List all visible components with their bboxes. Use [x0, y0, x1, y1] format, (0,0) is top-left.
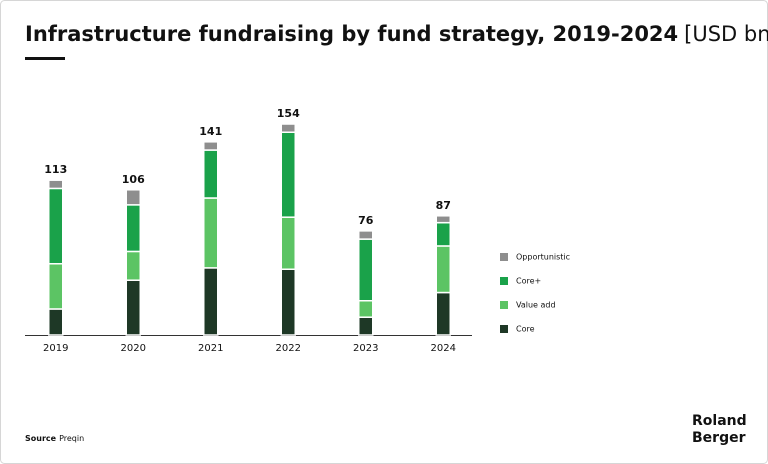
total-label: 141: [199, 125, 222, 138]
source-name: Preqin: [59, 434, 84, 443]
x-tick-label: 2021: [198, 343, 223, 354]
bar-segment: [358, 300, 374, 318]
bar-segment: [125, 204, 141, 253]
x-tick-label: 2019: [43, 343, 68, 354]
total-label: 87: [436, 199, 451, 212]
bar-segment: [125, 189, 141, 206]
bar-segment: [435, 215, 451, 224]
source: Source Preqin: [25, 434, 84, 443]
bar-segment: [48, 263, 64, 310]
legend-label: Opportunistic: [516, 253, 570, 262]
total-label: 154: [277, 107, 300, 120]
bar-segment: [435, 291, 451, 336]
bar-segment: [358, 230, 374, 240]
bar-segment: [125, 250, 141, 281]
total-label: 113: [44, 163, 67, 176]
bar-segment: [203, 141, 219, 151]
bar-segment: [48, 308, 64, 336]
bar-segment: [280, 131, 296, 218]
logo-line: Roland: [692, 413, 747, 429]
bar-segment: [435, 245, 451, 294]
x-tick-label: 2020: [121, 343, 146, 354]
total-label: 106: [122, 173, 145, 186]
bar-segment: [358, 238, 374, 302]
legend-swatch: [500, 301, 508, 309]
bar-segment: [48, 179, 64, 190]
legend-label: Value add: [516, 301, 556, 310]
legend-swatch: [500, 277, 508, 285]
x-tick-label: 2024: [431, 343, 456, 354]
x-tick-label: 2022: [276, 343, 301, 354]
title-main: Infrastructure fundraising by fund strat…: [25, 22, 678, 46]
legend-label: Core: [516, 325, 535, 334]
chart-title: Infrastructure fundraising by fund strat…: [25, 22, 768, 46]
title-underline: [25, 57, 65, 60]
bar-segment: [280, 268, 296, 336]
legend-swatch: [500, 325, 508, 333]
bar-segment: [203, 267, 219, 336]
legend-label: Core+: [516, 277, 541, 286]
bar-segment: [358, 316, 374, 336]
bar-segment: [125, 279, 141, 336]
legend-swatch: [500, 253, 508, 261]
bar-segment: [280, 123, 296, 133]
bar-segment: [280, 216, 296, 270]
total-label: 76: [358, 214, 374, 227]
source-label: Source: [25, 434, 57, 443]
title-unit: [USD bn]: [684, 22, 768, 46]
bar-segment: [435, 221, 451, 247]
bar-segment: [203, 149, 219, 199]
bar-segment: [48, 187, 64, 265]
logo-line: Berger: [692, 430, 746, 446]
bar-segment: [203, 197, 219, 269]
x-tick-label: 2023: [353, 343, 378, 354]
